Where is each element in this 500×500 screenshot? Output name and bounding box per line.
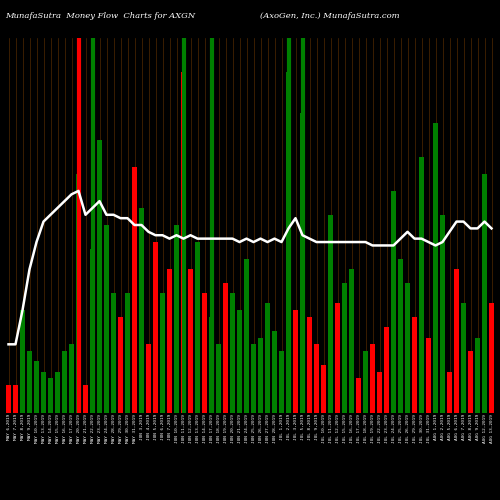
Bar xyxy=(41,372,46,412)
Bar xyxy=(258,338,263,412)
Bar xyxy=(272,330,277,412)
Bar xyxy=(370,344,375,412)
Bar xyxy=(251,344,256,412)
Bar xyxy=(69,344,74,412)
Bar xyxy=(412,317,417,412)
Bar xyxy=(363,351,368,412)
Bar xyxy=(181,72,186,412)
Bar xyxy=(384,328,389,412)
Bar xyxy=(20,310,25,412)
Bar xyxy=(419,157,424,412)
Bar xyxy=(13,385,18,412)
Bar xyxy=(125,293,130,412)
Text: (AxoGen, Inc.) MunafaSutra.com: (AxoGen, Inc.) MunafaSutra.com xyxy=(260,12,400,20)
Bar xyxy=(104,225,109,412)
Bar xyxy=(216,344,221,412)
Bar xyxy=(335,304,340,412)
Bar xyxy=(34,362,39,412)
Bar xyxy=(286,72,291,412)
Bar xyxy=(293,310,298,412)
Bar xyxy=(223,283,228,412)
Bar xyxy=(426,338,431,412)
Bar xyxy=(202,293,207,412)
Bar xyxy=(139,208,144,412)
Bar xyxy=(195,242,200,412)
Bar xyxy=(468,351,473,412)
Bar xyxy=(27,351,32,412)
Bar xyxy=(209,317,214,412)
Bar xyxy=(230,293,235,412)
Bar xyxy=(489,304,494,412)
Bar xyxy=(391,191,396,412)
Bar xyxy=(188,270,193,412)
Bar xyxy=(97,140,102,412)
Bar xyxy=(160,293,165,412)
Bar xyxy=(55,372,60,412)
Bar xyxy=(482,174,487,412)
Text: MunafaSutra  Money Flow  Charts for AXGN: MunafaSutra Money Flow Charts for AXGN xyxy=(5,12,195,20)
Bar xyxy=(328,215,333,412)
Bar xyxy=(279,351,284,412)
Bar xyxy=(342,283,347,412)
Bar xyxy=(237,310,242,412)
Bar xyxy=(405,283,410,412)
Bar xyxy=(440,215,445,412)
Bar xyxy=(461,304,466,412)
Bar xyxy=(300,112,305,412)
Bar xyxy=(314,344,319,412)
Bar xyxy=(454,270,459,412)
Bar xyxy=(321,365,326,412)
Bar xyxy=(146,344,151,412)
Bar xyxy=(447,372,452,412)
Bar xyxy=(48,378,53,412)
Bar xyxy=(90,249,95,412)
Bar xyxy=(307,317,312,412)
Bar xyxy=(398,259,403,412)
Bar xyxy=(62,351,67,412)
Bar xyxy=(433,122,438,412)
Bar xyxy=(83,385,88,412)
Bar xyxy=(349,270,354,412)
Bar xyxy=(6,385,11,412)
Bar xyxy=(265,304,270,412)
Bar xyxy=(153,242,158,412)
Bar xyxy=(167,270,172,412)
Bar xyxy=(377,372,382,412)
Bar xyxy=(118,317,123,412)
Bar xyxy=(174,225,179,412)
Bar xyxy=(111,293,116,412)
Bar xyxy=(76,174,81,412)
Bar xyxy=(475,338,480,412)
Bar xyxy=(244,259,249,412)
Bar xyxy=(132,167,137,412)
Bar xyxy=(356,378,361,412)
